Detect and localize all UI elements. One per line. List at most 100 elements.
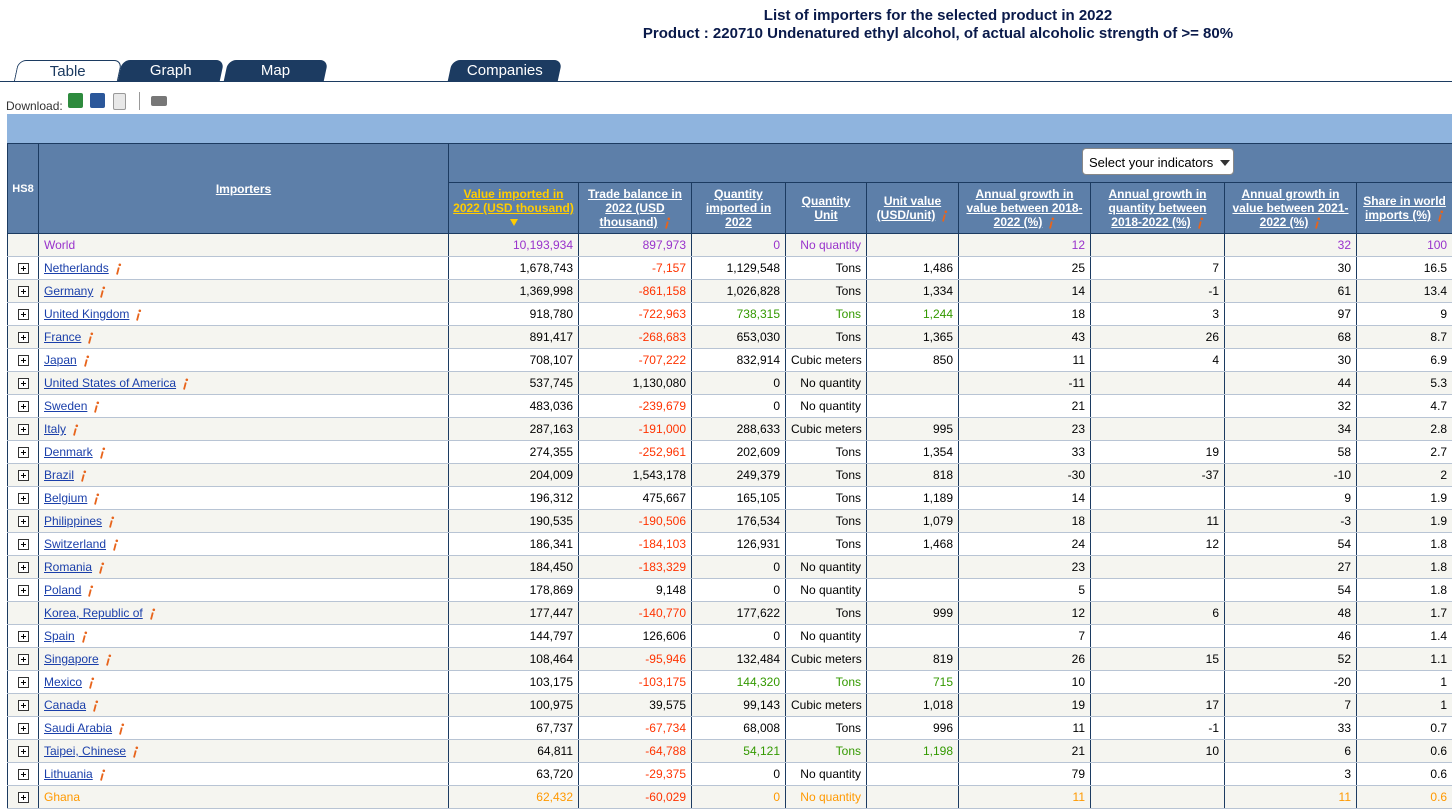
column-header[interactable]: Share in world imports (%) — [1355, 182, 1452, 234]
info-icon[interactable] — [99, 769, 106, 781]
country-link[interactable]: Switzerland — [44, 537, 107, 551]
country-link[interactable]: Taipei, Chinese — [44, 744, 127, 758]
expand-button[interactable] — [17, 263, 29, 275]
column-header[interactable]: Annual growth in value between 2021-2022… — [1224, 182, 1357, 234]
country-link[interactable]: United Kingdom — [44, 307, 130, 321]
country-link[interactable]: Germany — [44, 284, 94, 298]
country-link[interactable]: Sweden — [44, 399, 88, 413]
info-icon[interactable] — [87, 332, 94, 344]
info-icon[interactable] — [93, 401, 100, 413]
info-icon[interactable] — [135, 309, 142, 321]
info-icon[interactable] — [88, 677, 95, 689]
country-link[interactable]: Singapore — [44, 652, 99, 666]
expand-button[interactable] — [17, 769, 29, 781]
expand-button[interactable] — [17, 286, 29, 298]
expand-button[interactable] — [17, 700, 29, 712]
info-icon[interactable] — [132, 746, 139, 758]
expand-button[interactable] — [17, 378, 29, 390]
country-link[interactable]: Denmark — [44, 445, 93, 459]
expand-button[interactable] — [17, 677, 29, 689]
column-header[interactable]: Value imported in 2022 (USD thousand) — [448, 182, 579, 234]
expand-button[interactable] — [17, 746, 29, 758]
column-header[interactable]: Quantity imported in 2022 — [691, 182, 786, 234]
expand-button[interactable] — [17, 332, 29, 344]
print-icon[interactable] — [151, 96, 167, 106]
info-icon[interactable] — [115, 263, 122, 275]
text-icon[interactable] — [113, 93, 126, 110]
tab[interactable]: Graph — [117, 60, 225, 81]
column-header[interactable]: Annual growth in quantity between 2018-2… — [1090, 182, 1225, 234]
country-link[interactable]: Saudi Arabia — [44, 721, 113, 735]
info-icon[interactable] — [72, 424, 79, 436]
header-row: HS8 Importers — [7, 143, 1452, 234]
country-link[interactable]: Lithuania — [44, 767, 93, 781]
expand-button[interactable] — [17, 516, 29, 528]
expand-button[interactable] — [17, 654, 29, 666]
info-icon[interactable] — [87, 585, 94, 597]
expand-button[interactable] — [17, 309, 29, 321]
expand-button[interactable] — [17, 493, 29, 505]
country-link[interactable]: Romania — [44, 560, 93, 574]
tab[interactable]: Table — [13, 60, 123, 82]
excel-icon[interactable] — [68, 93, 83, 108]
country-link[interactable]: Brazil — [44, 468, 75, 482]
info-icon[interactable] — [108, 516, 115, 528]
country-link[interactable]: Belgium — [44, 491, 88, 505]
info-icon[interactable] — [118, 723, 125, 735]
info-icon[interactable] — [93, 493, 100, 505]
info-icon[interactable] — [99, 447, 106, 459]
expand-button[interactable] — [17, 539, 29, 551]
country-link[interactable]: Korea, Republic of — [44, 606, 143, 620]
indicator-select[interactable]: Select your indicators — [1082, 148, 1234, 175]
column-header[interactable]: Trade balance in 2022 (USD thousand) — [578, 182, 692, 234]
tab[interactable]: Companies — [447, 60, 563, 81]
country-link[interactable]: Italy — [44, 422, 67, 436]
info-icon[interactable] — [664, 217, 671, 229]
country-link[interactable]: Netherlands — [44, 261, 109, 275]
expand-button[interactable] — [17, 723, 29, 735]
info-icon[interactable] — [941, 210, 948, 222]
expand-button[interactable] — [17, 424, 29, 436]
expand-button[interactable] — [17, 792, 29, 804]
value-cell: 11 — [1090, 509, 1225, 533]
info-icon[interactable] — [99, 286, 106, 298]
info-icon[interactable] — [105, 654, 112, 666]
expand-button[interactable] — [17, 470, 29, 482]
info-icon[interactable] — [149, 608, 156, 620]
country-link[interactable]: United States of America — [44, 376, 177, 390]
info-icon[interactable] — [1314, 217, 1321, 229]
expand-button[interactable] — [17, 355, 29, 367]
country-link[interactable]: Spain — [44, 629, 75, 643]
tab[interactable]: Map — [223, 60, 329, 81]
value-cell: -861,158 — [578, 279, 692, 303]
value-cell: Tons — [785, 256, 867, 280]
country-link[interactable]: France — [44, 330, 82, 344]
info-icon[interactable] — [1197, 217, 1204, 229]
country-link[interactable]: Philippines — [44, 514, 103, 528]
info-icon[interactable] — [98, 562, 105, 574]
country-link[interactable]: Poland — [44, 583, 82, 597]
column-header[interactable]: Quantity Unit — [785, 182, 867, 234]
value-cell: 25 — [958, 256, 1091, 280]
expand-button[interactable] — [17, 401, 29, 413]
word-icon[interactable] — [90, 93, 105, 108]
info-icon[interactable] — [1437, 210, 1444, 222]
country-link[interactable]: Canada — [44, 698, 87, 712]
expand-button[interactable] — [17, 447, 29, 459]
info-icon[interactable] — [81, 631, 88, 643]
info-icon[interactable] — [182, 378, 189, 390]
info-icon[interactable] — [1048, 217, 1055, 229]
info-icon[interactable] — [92, 700, 99, 712]
info-icon[interactable] — [83, 355, 90, 367]
importers-table: HS8 Importers Value imported in 2022 (USD … — [7, 143, 1452, 809]
expand-button[interactable] — [17, 585, 29, 597]
info-icon[interactable] — [112, 539, 119, 551]
column-header[interactable]: Annual growth in value between 2018-2022… — [958, 182, 1091, 234]
country-link[interactable]: Mexico — [44, 675, 83, 689]
expand-button[interactable] — [17, 631, 29, 643]
column-header[interactable]: Unit value (USD/unit) — [866, 182, 959, 234]
country-link[interactable]: Japan — [44, 353, 77, 367]
info-icon[interactable] — [80, 470, 87, 482]
expand-button[interactable] — [17, 562, 29, 574]
expand-cell — [7, 785, 39, 809]
